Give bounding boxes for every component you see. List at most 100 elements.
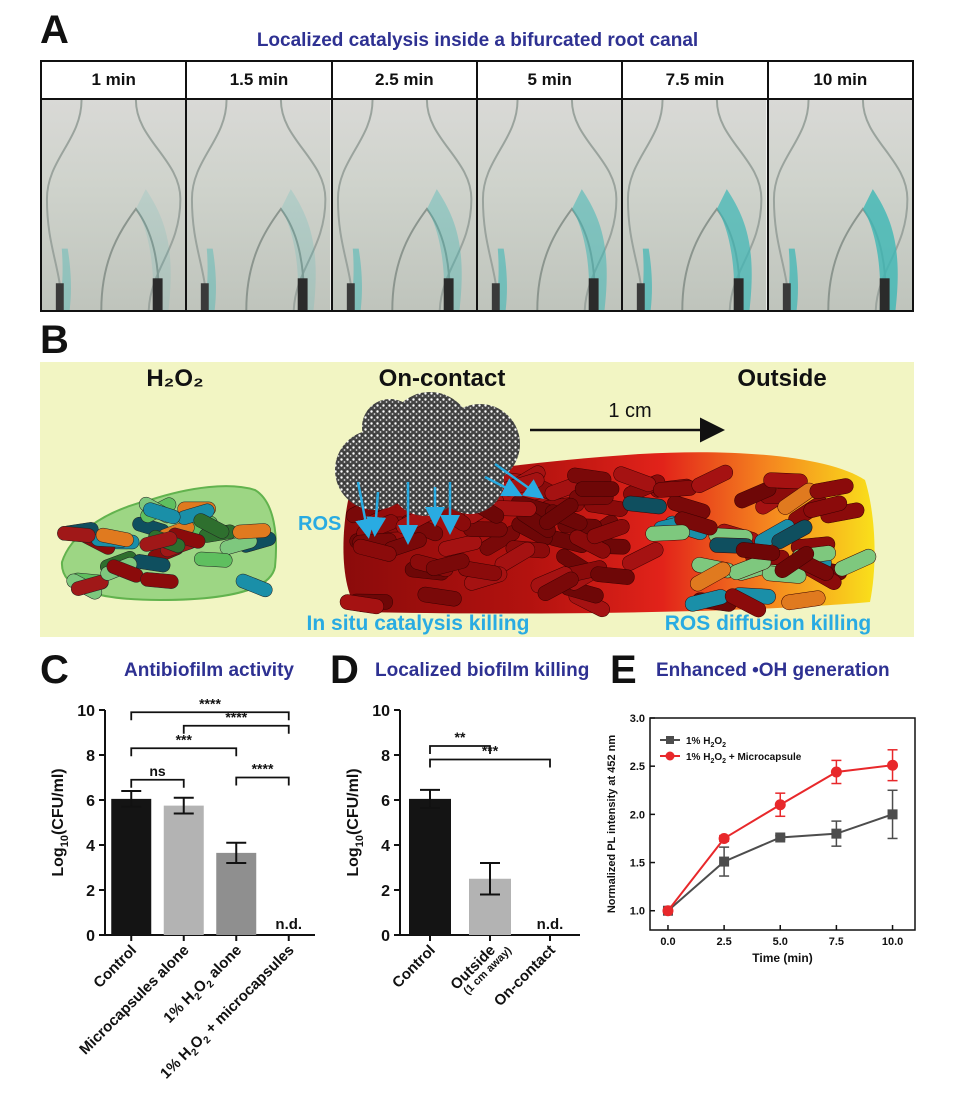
bacterium (809, 478, 854, 499)
timelapse-frame: 2.5 min (332, 62, 478, 310)
significance-bracket: ** (429, 729, 491, 754)
y-tick-label: 2.0 (630, 809, 645, 821)
bacterium (438, 534, 482, 557)
y-tick-label: 2 (381, 883, 390, 900)
root-canal-photo (187, 100, 331, 310)
legend-label: 1% H2O2 (686, 736, 726, 749)
data-point (887, 759, 899, 771)
root-canal-photo (42, 100, 186, 310)
bacterium (771, 519, 813, 550)
bar (163, 805, 204, 935)
on-contact-label: On-contact (379, 365, 506, 392)
bacterium (425, 553, 470, 576)
panel-b-label: B (40, 318, 69, 362)
plot-frame (649, 717, 916, 931)
scale-label: 1 cm (608, 400, 651, 422)
timelapse-frame: 1.5 min (187, 62, 333, 310)
panel-a-label: A (40, 8, 69, 52)
bar (216, 852, 257, 935)
significance-bracket: *** (429, 743, 551, 768)
frame-time-label: 5 min (477, 62, 622, 100)
bacterium (537, 571, 579, 601)
x-tick-label: 7.5 (829, 936, 844, 948)
bracket-line (429, 745, 491, 754)
y-tick-label: 3.0 (630, 713, 645, 725)
y-tick-label: 8 (381, 748, 390, 765)
panel-c-title: Antibiofilm activity (124, 660, 294, 681)
bacterium (834, 548, 877, 577)
y-tick-label: 0 (86, 928, 95, 945)
legend-marker (665, 751, 675, 761)
bacterium (763, 472, 808, 490)
series-2 (662, 749, 899, 917)
ros-arrows (355, 462, 545, 545)
bacterium (803, 495, 848, 518)
bracket-line (130, 778, 185, 788)
panel-c-label: C (40, 648, 69, 692)
y-tick-label: 10 (77, 703, 95, 720)
y-axis-label: Log10(CFU/ml) (50, 768, 71, 876)
bacterium (57, 526, 96, 543)
bacterium (622, 542, 664, 571)
biofilm-schematic: H₂O₂ On-contact Outside 1 cm ROS In situ… (40, 362, 914, 637)
significance-label: *** (482, 743, 499, 759)
data-point (775, 832, 786, 843)
significance-label: ns (149, 763, 166, 779)
series-line (667, 813, 893, 912)
root-canal-photo (332, 100, 476, 310)
y-tick-label: 2.5 (630, 761, 645, 773)
ros-label: ROS (298, 513, 341, 535)
root-canal-photo (768, 100, 912, 310)
bracket-line (182, 724, 290, 734)
panel-e-title: Enhanced •OH generation (656, 660, 890, 681)
bacterium (690, 561, 731, 592)
significance-label: **** (225, 709, 247, 725)
bacterium (590, 566, 635, 585)
timelapse-frame: 7.5 min (623, 62, 769, 310)
significance-bracket: *** (130, 731, 238, 757)
y-tick-label: 4 (86, 838, 95, 855)
y-tick-label: 10 (372, 703, 390, 720)
y-axis-label: Log10(CFU/ml) (345, 768, 366, 876)
frame-time-label: 1 min (42, 62, 186, 100)
bacterium (781, 590, 826, 611)
significance-label: ** (455, 729, 466, 745)
y-tick-label: 1.0 (630, 906, 645, 918)
y-tick-label: 6 (86, 793, 95, 810)
significance-bracket: **** (235, 761, 290, 786)
bacterium (339, 594, 384, 615)
bacterium (417, 586, 462, 607)
bacterium (194, 551, 233, 568)
data-point (662, 905, 674, 917)
bracket-line (429, 758, 551, 768)
timelapse-frame: 5 min (477, 62, 624, 310)
data-point (887, 809, 898, 820)
chart-e-oh-generation: 0.0 2.5 5.0 7.5 10.0 1.0 1.5 2.0 2.5 3.0 Time (min… (606, 713, 916, 965)
bracket-line (130, 711, 290, 721)
data-point (774, 799, 786, 811)
bacterium (139, 531, 178, 552)
nd-label: n.d. (275, 916, 302, 933)
bacterium (724, 588, 767, 618)
significance-label: *** (176, 731, 193, 747)
bacterium (645, 524, 690, 542)
category-label: Control (389, 942, 439, 992)
nd-label: n.d. (537, 916, 564, 933)
outside-label: Outside (737, 365, 826, 392)
bacterium (735, 542, 781, 561)
panel-a-title: Localized catalysis inside a bifurcated … (256, 30, 699, 51)
in-situ-label: In situ catalysis killing (307, 612, 530, 635)
frame-time-label: 2.5 min (332, 62, 476, 100)
bacterium (95, 527, 134, 547)
h2o2-label: H₂O₂ (146, 365, 203, 392)
significance-label: **** (252, 761, 274, 777)
data-point (719, 856, 730, 867)
significance-bracket: ns (130, 763, 185, 788)
legend: 1% H2O2 1% H2O2 + Microcapsule (660, 736, 802, 765)
bracket-line (235, 776, 290, 786)
bacterium (674, 511, 718, 536)
data-point (718, 832, 730, 844)
data-point (830, 766, 842, 778)
category-label: Control (90, 942, 140, 992)
legend-label: 1% H2O2 + Microcapsule (686, 752, 802, 765)
